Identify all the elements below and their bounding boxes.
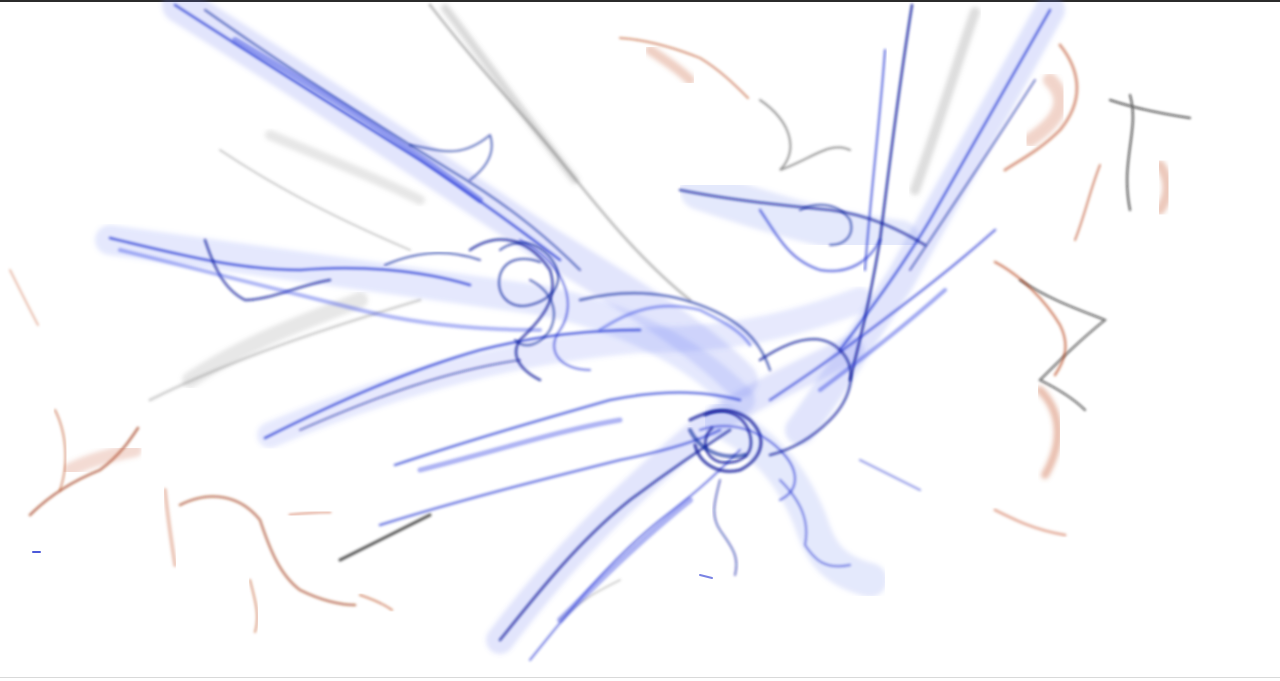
dense-blue-knots (498, 203, 853, 464)
blue-smoke-strokes (32, 3, 1052, 661)
rust-smoke-strokes (9, 37, 1173, 633)
bottom-border (0, 677, 1280, 678)
top-border (0, 0, 1280, 2)
